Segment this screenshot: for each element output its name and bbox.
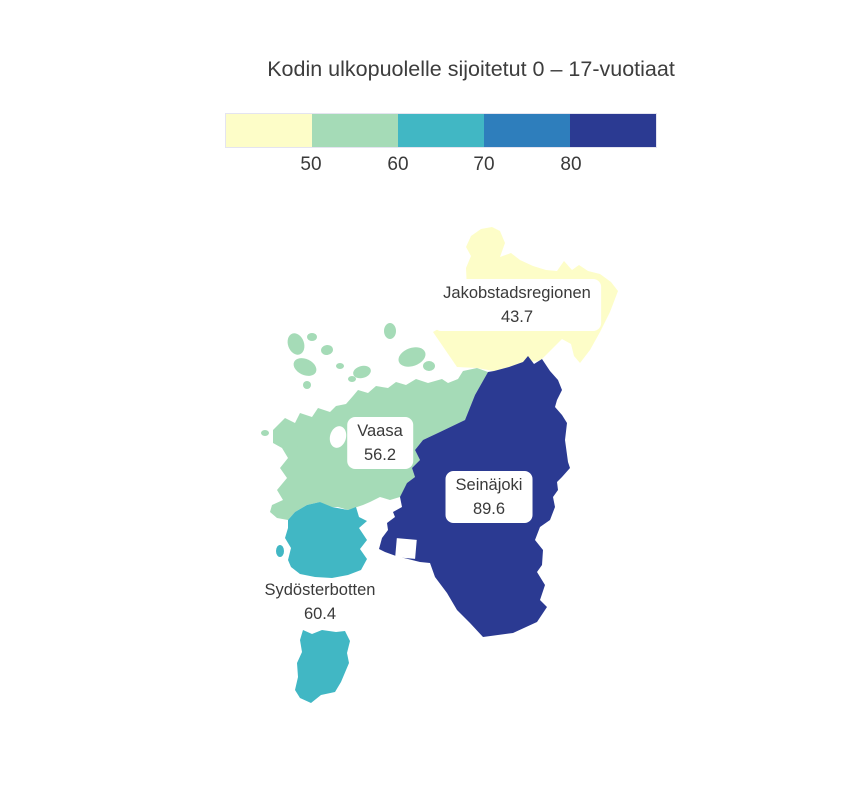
chart-title: Kodin ulkopuolelle sijoitetut 0 – 17-vuo… [267, 57, 675, 81]
region-name: Vaasa [357, 422, 403, 440]
legend-tick-60: 60 [387, 154, 409, 175]
legend-swatch-3 [398, 114, 484, 147]
legend-swatch-5 [570, 114, 656, 147]
vaasa-archipelago-islands [261, 323, 435, 450]
legend-color-bar [225, 113, 657, 148]
region-sydosterbotten-south-shape [295, 630, 350, 703]
sea-bay [329, 426, 347, 448]
legend-swatch-2 [312, 114, 398, 147]
region-name: Jakobstadsregionen [443, 284, 591, 302]
region-value: 43.7 [500, 308, 534, 326]
label-sydosterbotten: Sydösterbotten 60.4 [255, 576, 386, 628]
label-jakobstadsregionen: Jakobstadsregionen 43.7 [433, 279, 601, 331]
legend-tick-80: 80 [560, 154, 582, 175]
sea-notch [395, 538, 417, 559]
label-vaasa: Vaasa 56.2 [347, 417, 413, 469]
region-value: 56.2 [363, 446, 397, 464]
color-legend: 50 60 70 80 [225, 113, 657, 175]
legend-swatch-1 [226, 114, 312, 147]
legend-swatch-4 [484, 114, 570, 147]
sydosterbotten-island [276, 545, 284, 557]
region-sydosterbotten-north-shape [285, 502, 367, 578]
region-value: 60.4 [303, 605, 337, 623]
jakobstads-island [476, 243, 486, 261]
region-value: 89.6 [472, 500, 506, 518]
legend-tick-70: 70 [473, 154, 495, 175]
label-seinajoki: Seinäjoki 89.6 [445, 471, 533, 523]
legend-tick-50: 50 [300, 154, 322, 175]
region-name: Seinäjoki [455, 476, 523, 494]
region-name: Sydösterbotten [264, 581, 376, 599]
